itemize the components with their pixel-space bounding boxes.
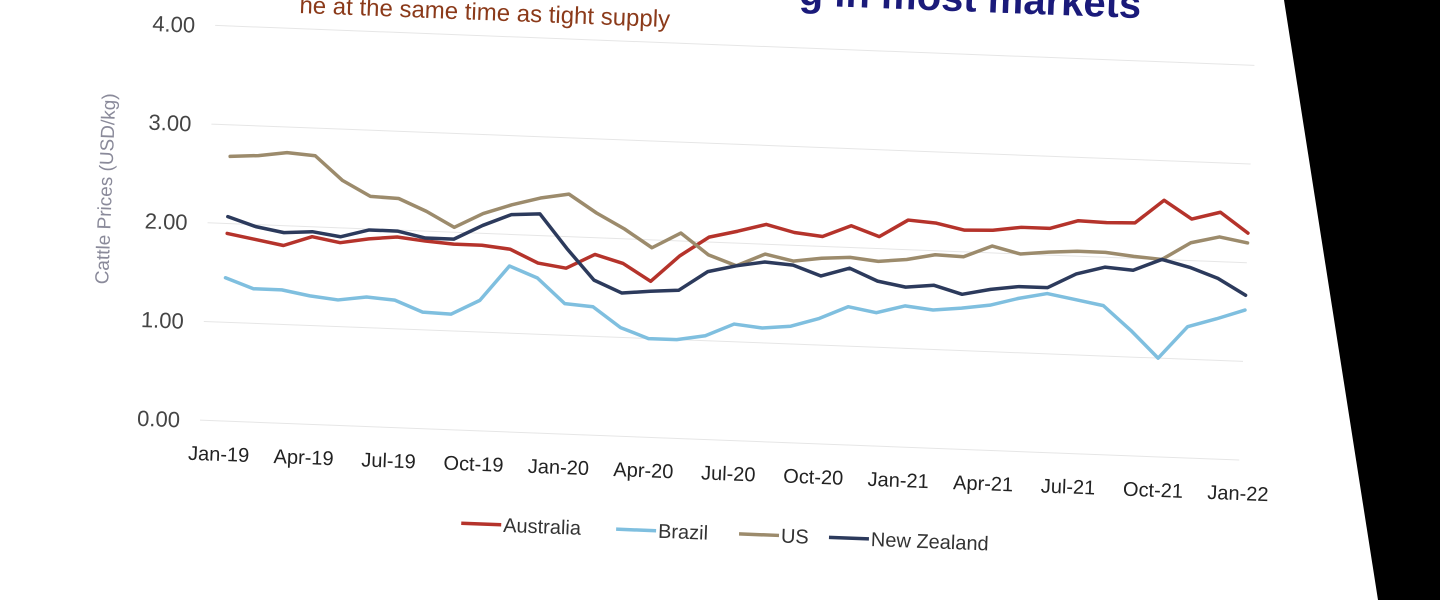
x-tick-label: Apr-21 — [953, 472, 1014, 496]
legend-swatch — [828, 535, 870, 541]
x-tick-label: Jan-22 — [1207, 482, 1269, 506]
y-tick-label: 3.00 — [148, 110, 192, 137]
legend-swatch — [461, 521, 502, 527]
legend-label: Brazil — [658, 521, 709, 545]
legend-label: US — [781, 526, 810, 549]
x-tick-label: Jan-21 — [867, 469, 929, 493]
x-tick-label: Jan-19 — [188, 443, 250, 467]
x-tick-label: Jul-21 — [1040, 475, 1095, 499]
x-tick-label: Oct-19 — [443, 453, 504, 477]
legend-label: Australia — [503, 515, 582, 540]
gridline — [211, 123, 1251, 165]
x-tick-label: Jul-20 — [701, 462, 756, 486]
y-axis-label: Cattle Prices (USD/kg) — [92, 93, 120, 285]
legend-swatch — [616, 527, 657, 533]
gridline — [203, 320, 1244, 362]
series-line-new-zealand — [226, 212, 1248, 298]
chart-plot-area: 0.00 1.00 2.00 3.00 4.00 Cattle Prices (USD/k… — [92, 11, 1269, 556]
y-tick-label: 2.00 — [144, 208, 188, 235]
x-tick-label: Jan-20 — [527, 456, 589, 480]
gridline — [199, 419, 1240, 461]
gridline — [207, 222, 1247, 264]
y-tick-label: 1.00 — [141, 307, 185, 334]
legend-swatch — [738, 532, 780, 538]
series-line-brazil — [223, 264, 1247, 360]
legend-label: New Zealand — [870, 529, 989, 556]
x-tick-label: Oct-21 — [1123, 479, 1184, 503]
x-tick-label: Oct-20 — [783, 466, 844, 490]
x-tick-label: Apr-20 — [613, 459, 674, 483]
x-tick-label: Apr-19 — [273, 446, 334, 470]
gridline — [215, 24, 1255, 66]
x-tick-label: Jul-19 — [361, 449, 416, 473]
series-line-australia — [225, 198, 1250, 284]
y-tick-label: 0.00 — [137, 406, 181, 433]
y-tick-label: 4.00 — [152, 11, 196, 38]
